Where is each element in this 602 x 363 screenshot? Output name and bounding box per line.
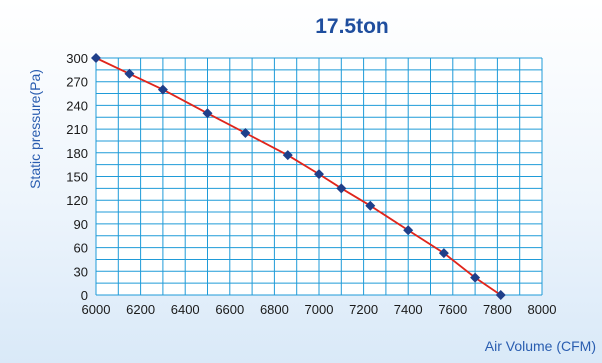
x-tick-label: 6800 xyxy=(260,302,289,317)
data-point-marker xyxy=(202,108,213,119)
y-tick-label: 0 xyxy=(81,288,88,303)
y-tick-label: 180 xyxy=(66,146,88,161)
x-tick-label: 7800 xyxy=(483,302,512,317)
y-tick-label: 240 xyxy=(66,98,88,113)
y-tick-label: 270 xyxy=(66,75,88,90)
x-tick-label: 7000 xyxy=(305,302,334,317)
grid-lines xyxy=(95,57,543,296)
y-tick-label: 90 xyxy=(74,217,88,232)
chart-title: 17.5ton xyxy=(315,15,389,38)
x-axis-ticks: 6000 6200 6400 6600 6800 7000 7200 7400 7600 7800… xyxy=(82,302,557,317)
data-point-marker xyxy=(124,68,135,79)
y-tick-label: 120 xyxy=(66,193,88,208)
data-point-marker xyxy=(438,248,449,259)
x-tick-label: 7400 xyxy=(394,302,423,317)
x-tick-label: 7600 xyxy=(438,302,467,317)
data-point-marker xyxy=(495,290,506,300)
y-tick-label: 150 xyxy=(66,170,88,185)
y-axis-label: Static pressure(Pa) xyxy=(27,69,43,189)
x-axis-label: Air Volume (CFM) xyxy=(485,338,596,354)
y-axis-ticks: 0 30 60 90 120 150 180 210 240 270 300 xyxy=(66,51,88,303)
x-tick-label: 6400 xyxy=(171,302,200,317)
series-layer xyxy=(91,53,506,300)
y-tick-label: 60 xyxy=(74,241,88,256)
x-tick-label: 6600 xyxy=(215,302,244,317)
data-point-marker xyxy=(157,84,168,95)
data-point-marker xyxy=(314,169,324,180)
data-point-marker xyxy=(470,272,481,283)
x-tick-label: 6200 xyxy=(126,302,155,317)
y-tick-label: 210 xyxy=(66,122,88,137)
data-point-marker xyxy=(403,225,414,236)
data-point-marker xyxy=(91,53,101,63)
data-point-marker xyxy=(365,200,376,211)
data-point-marker xyxy=(336,183,347,194)
y-tick-label: 300 xyxy=(66,51,88,66)
x-tick-label: 6000 xyxy=(82,302,111,317)
y-tick-label: 30 xyxy=(74,264,88,279)
x-tick-label: 7200 xyxy=(349,302,378,317)
data-point-marker xyxy=(240,128,251,139)
data-point-marker xyxy=(282,150,293,161)
x-tick-label: 8000 xyxy=(528,302,557,317)
